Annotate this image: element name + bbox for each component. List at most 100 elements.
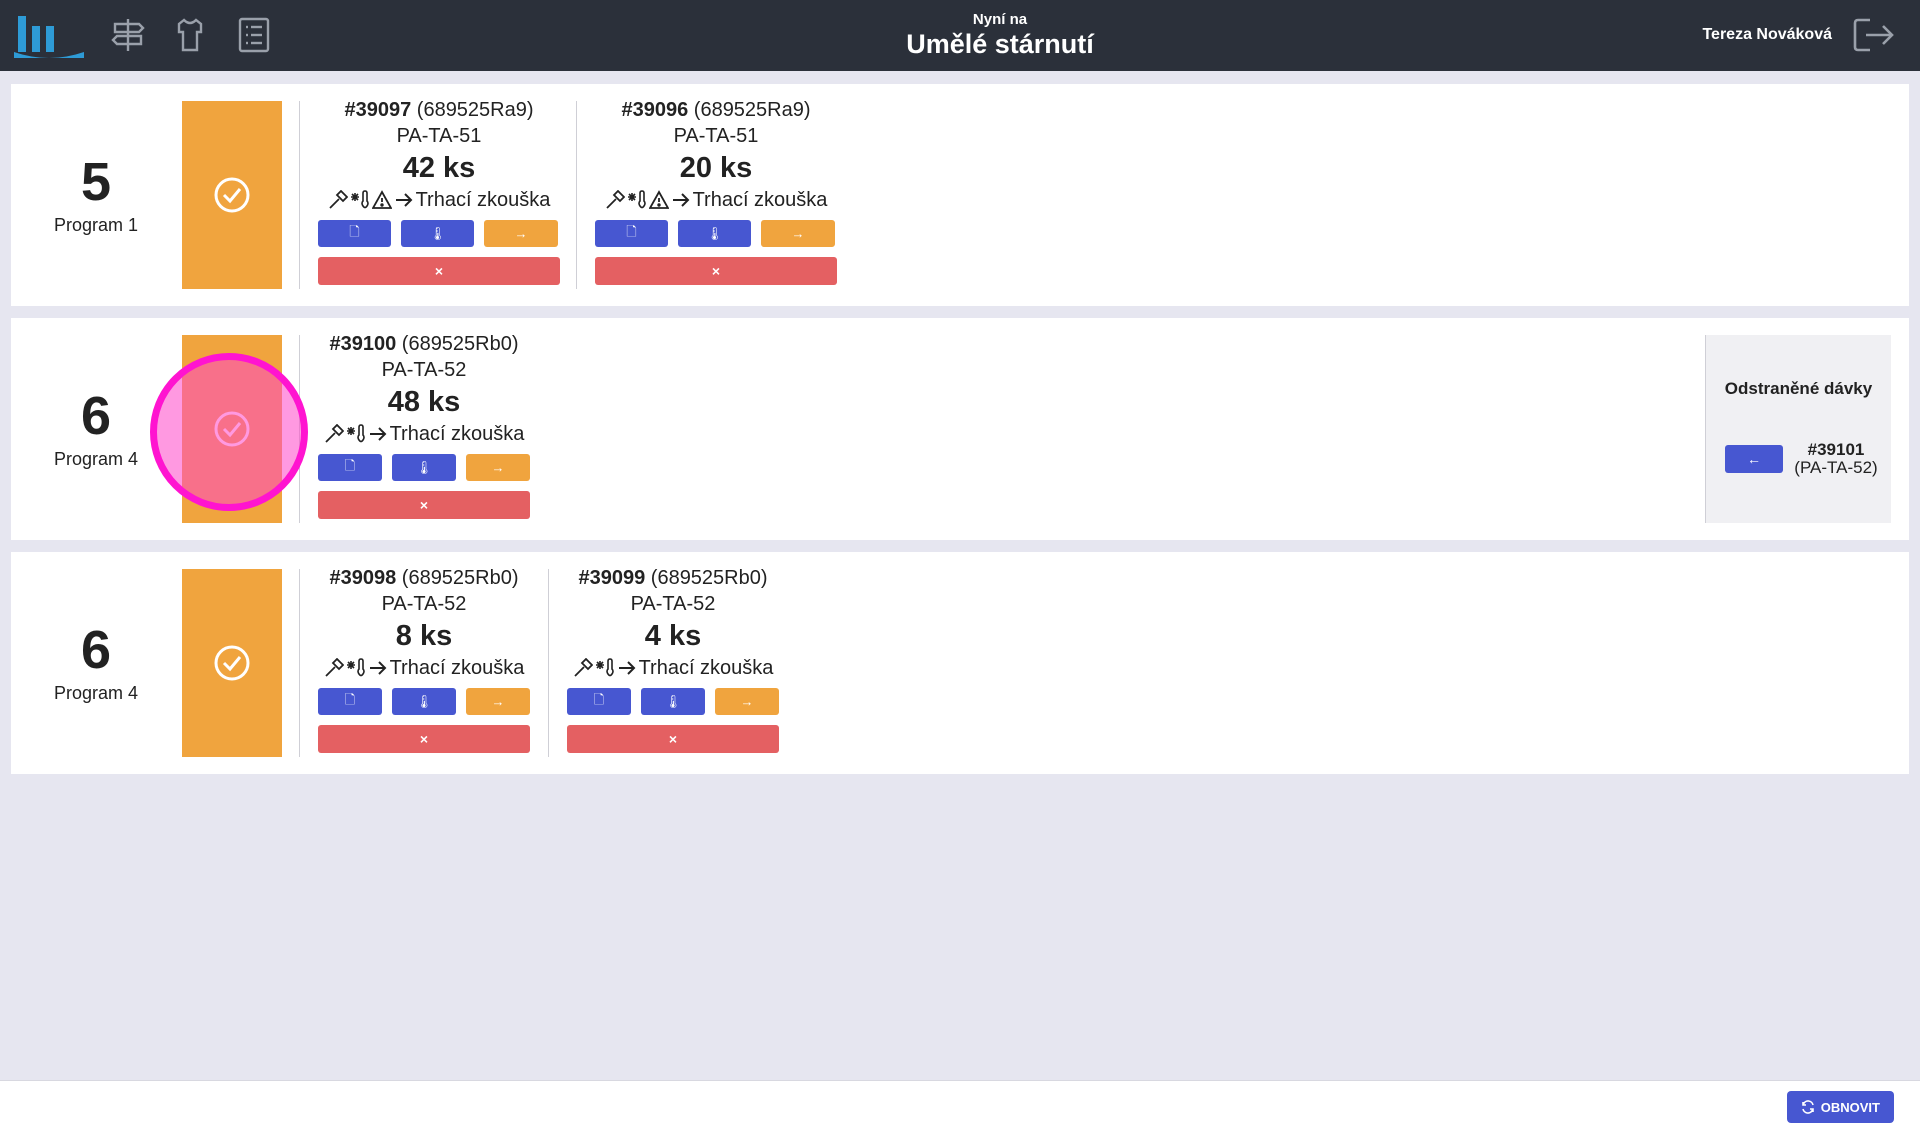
program-info: 6 Program 4 <box>11 318 181 540</box>
complete-button[interactable] <box>182 569 282 757</box>
arrow-right-icon <box>395 193 412 207</box>
batch-card: #39096 (689525Ra9) PA-TA-51 20 ks Trhací… <box>595 98 837 285</box>
document-button[interactable]: 🗋 <box>595 220 668 247</box>
next-step-button[interactable]: → <box>715 688 779 715</box>
thermometer-icon: 🌡 <box>415 459 433 475</box>
close-icon: × <box>434 263 444 279</box>
list-icon[interactable] <box>234 14 274 56</box>
next-step-button[interactable]: → <box>761 220 835 247</box>
batch-id: #39097 (689525Ra9) <box>344 99 534 121</box>
program-number: 5 <box>80 151 112 212</box>
program-row: 6 Program 4 #39098 (689525Rb0) PA-TA-52 … <box>11 552 1909 774</box>
batch-id: #39098 (689525Rb0) <box>329 567 519 589</box>
next-operation: Trhací zkouška <box>389 423 525 445</box>
thermometer-button[interactable]: 🌡 <box>392 688 456 715</box>
next-step-button[interactable]: → <box>466 454 530 481</box>
arrow-right-icon <box>369 427 386 441</box>
batch-actions: 🗋 🌡 → <box>567 688 779 715</box>
arrow-right-icon <box>672 193 689 207</box>
close-icon: × <box>419 497 429 513</box>
thermometer-icon: 🌡 <box>429 225 446 241</box>
remove-batch-button[interactable]: × <box>567 725 779 753</box>
batch-id: #39099 (689525Rb0) <box>578 567 768 589</box>
program-name: Program 4 <box>53 448 139 469</box>
signpost-icon[interactable] <box>108 14 148 56</box>
program-name: Program 4 <box>53 682 139 703</box>
complete-button[interactable] <box>182 101 282 289</box>
document-button[interactable]: 🗋 <box>318 454 382 481</box>
removed-batches-panel: Odstraněné dávky ← #39101 (PA-TA-52) <box>1705 335 1891 523</box>
app-logo[interactable] <box>14 12 84 60</box>
document-button[interactable]: 🗋 <box>318 220 391 247</box>
snow-thermometer-icon <box>350 190 369 209</box>
removed-batches-title: Odstraněné dávky <box>1724 379 1873 398</box>
location-title: Umělé stárnutí <box>906 29 1094 59</box>
remove-batch-button[interactable]: × <box>318 725 530 753</box>
remove-batch-button[interactable]: × <box>595 257 837 285</box>
remove-batch-button[interactable]: × <box>318 491 530 519</box>
document-button[interactable]: 🗋 <box>567 688 631 715</box>
refresh-label: OBNOVIT <box>1820 1099 1880 1115</box>
warning-icon <box>371 190 392 209</box>
batch-operations: Trhací zkouška <box>318 655 530 681</box>
batch-quantity: 48 ks <box>387 386 461 418</box>
arrow-right-icon: → <box>791 226 805 241</box>
thermometer-icon: 🌡 <box>706 225 723 241</box>
next-step-button[interactable]: → <box>484 220 558 247</box>
close-icon: × <box>668 731 678 747</box>
batch-actions: 🗋 🌡 → <box>318 688 530 715</box>
check-circle-icon <box>214 645 250 681</box>
next-step-button[interactable]: → <box>466 688 530 715</box>
program-row: 6 Program 4 #39100 (689525Rb0) PA-TA-52 … <box>11 318 1909 540</box>
batch-card: #39099 (689525Rb0) PA-TA-52 4 ks Trhací … <box>567 566 779 753</box>
shirt-icon[interactable] <box>170 14 210 56</box>
batch-quantity: 42 ks <box>402 152 476 184</box>
document-icon: 🗋 <box>344 691 356 707</box>
divider <box>576 101 577 289</box>
next-operation: Trhací zkouška <box>692 189 828 211</box>
batch-id: #39096 (689525Ra9) <box>621 99 811 121</box>
divider <box>548 569 549 757</box>
arrow-right-icon: → <box>740 694 754 709</box>
program-name: Program 1 <box>53 214 139 235</box>
bottom-bar: OBNOVIT <box>0 1080 1920 1132</box>
program-row: 5 Program 1 #39097 (689525Ra9) PA-TA-51 … <box>11 84 1909 306</box>
refresh-icon <box>1801 1100 1814 1114</box>
arrow-right-icon: → <box>491 460 505 475</box>
snow-thermometer-icon <box>346 658 365 677</box>
batch-quantity: 8 ks <box>395 620 453 652</box>
logout-icon[interactable] <box>1852 16 1896 54</box>
snow-thermometer-icon <box>346 424 365 443</box>
warning-icon <box>648 190 669 209</box>
document-icon: 🗋 <box>593 691 605 707</box>
batch-code: PA-TA-52 <box>381 593 467 615</box>
batch-code: PA-TA-51 <box>673 125 759 147</box>
close-icon: × <box>711 263 721 279</box>
restore-batch-button[interactable]: ← <box>1725 445 1783 473</box>
batch-actions: 🗋 🌡 → <box>595 220 837 247</box>
thermometer-button[interactable]: 🌡 <box>641 688 705 715</box>
check-circle-icon <box>214 177 250 213</box>
batch-card: #39100 (689525Rb0) PA-TA-52 48 ks Trhací… <box>318 332 530 519</box>
batch-operations: Trhací zkouška <box>318 187 560 213</box>
batch-actions: 🗋 🌡 → <box>318 454 530 481</box>
thermometer-button[interactable]: 🌡 <box>401 220 474 247</box>
arrow-right-icon <box>369 661 386 675</box>
snow-thermometer-icon <box>595 658 614 677</box>
hammer-icon <box>605 190 625 209</box>
document-button[interactable]: 🗋 <box>318 688 382 715</box>
remove-batch-button[interactable]: × <box>318 257 560 285</box>
divider <box>299 101 300 289</box>
thermometer-icon: 🌡 <box>415 693 433 709</box>
arrow-right-icon <box>618 661 635 675</box>
thermometer-button[interactable]: 🌡 <box>678 220 751 247</box>
thermometer-button[interactable]: 🌡 <box>392 454 456 481</box>
next-operation: Trhací zkouška <box>638 657 774 679</box>
next-operation: Trhací zkouška <box>415 189 551 211</box>
hammer-icon <box>324 658 344 677</box>
batch-operations: Trhací zkouška <box>318 421 530 447</box>
hammer-icon <box>573 658 593 677</box>
refresh-button[interactable]: OBNOVIT <box>1786 1091 1894 1123</box>
batch-operations: Trhací zkouška <box>567 655 779 681</box>
batch-card: #39097 (689525Ra9) PA-TA-51 42 ks Trhací… <box>318 98 560 285</box>
